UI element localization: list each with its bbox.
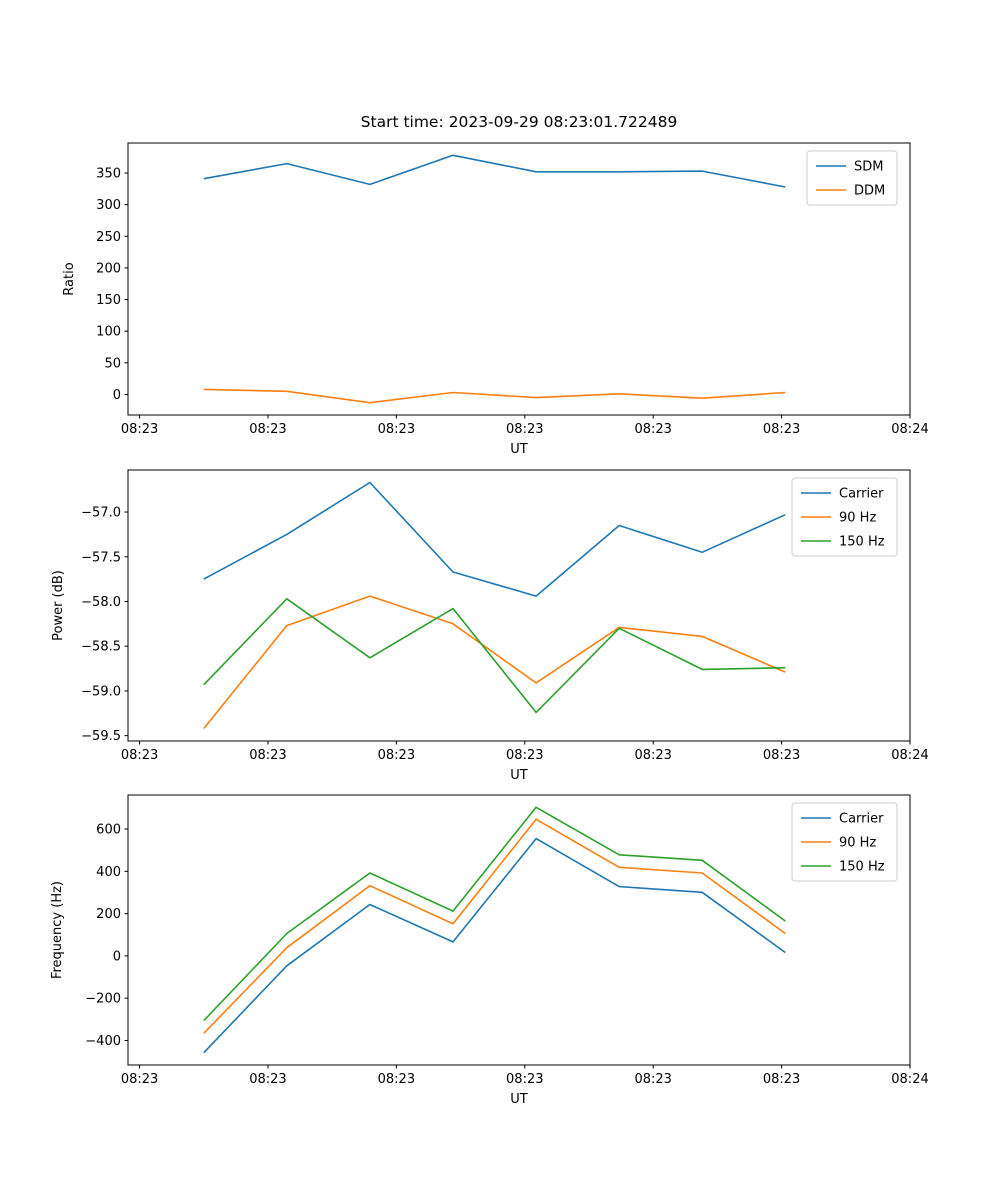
axes-frame xyxy=(127,469,911,742)
x-tick-label: 08:23 xyxy=(763,422,800,437)
x-tick-label: 08:23 xyxy=(378,1072,415,1087)
y-tick-label: 400 xyxy=(96,865,121,880)
x-tick-label: 08:23 xyxy=(121,422,158,437)
x-tick-label: 08:23 xyxy=(121,748,158,763)
legend-box xyxy=(806,150,898,206)
subplot-1: 08:23 08:23 08:23 08:23 08:23 08:23 08:24 0 50 10… xyxy=(62,142,929,457)
axes-frame xyxy=(127,142,911,416)
y-tick-label: 150 xyxy=(96,293,121,308)
x-tick-label: 08:23 xyxy=(634,748,671,763)
y-tick-label: 200 xyxy=(96,907,121,922)
y-tick-label: −57.5 xyxy=(81,550,121,565)
series-line-sdm xyxy=(203,154,786,188)
series-line-150-hz xyxy=(203,806,786,1022)
legend-label-carrier: Carrier xyxy=(839,487,884,502)
series-line-90-hz xyxy=(203,595,786,730)
x-tick-label: 08:23 xyxy=(634,422,671,437)
legend-label-90-hz: 90 Hz xyxy=(839,836,876,851)
subplot-2: 08:23 08:23 08:23 08:23 08:23 08:23 08:24 −57.0… xyxy=(51,469,929,783)
x-tick-label: 08:23 xyxy=(249,422,286,437)
y-tick-label: 200 xyxy=(96,261,121,276)
x-axis-label: UT xyxy=(510,768,528,783)
y-tick-label: 50 xyxy=(104,356,121,371)
legend-label-sdm: SDM xyxy=(854,160,883,175)
x-tick-label: 08:23 xyxy=(506,748,543,763)
x-tick-label: 08:23 xyxy=(378,748,415,763)
legend-box xyxy=(791,477,898,557)
x-tick-label: 08:23 xyxy=(378,422,415,437)
series-line-150-hz xyxy=(203,597,786,714)
y-tick-label: 350 xyxy=(96,167,121,182)
x-tick-label: 08:24 xyxy=(891,748,928,763)
y-tick-label: 300 xyxy=(96,198,121,213)
x-tick-label: 08:23 xyxy=(763,748,800,763)
legend-label-150-hz: 150 Hz xyxy=(839,535,885,550)
x-tick-label: 08:23 xyxy=(249,748,286,763)
x-tick-label: 08:23 xyxy=(506,1072,543,1087)
x-tick-label: 08:23 xyxy=(506,422,543,437)
y-tick-label: −58.0 xyxy=(81,595,121,610)
subplot-3: 08:23 08:23 08:23 08:23 08:23 08:23 08:24 −400 −… xyxy=(50,794,929,1107)
y-tick-label: −200 xyxy=(85,992,121,1007)
x-tick-label: 08:23 xyxy=(634,1072,671,1087)
legend-label-150-hz: 150 Hz xyxy=(839,860,885,875)
series-line-90-hz xyxy=(203,818,786,1034)
y-tick-label: 600 xyxy=(96,823,121,838)
legend-label-ddm: DDM xyxy=(854,184,885,199)
x-tick-label: 08:23 xyxy=(249,1072,286,1087)
y-tick-label: 100 xyxy=(96,325,121,340)
series-line-carrier xyxy=(203,481,786,597)
x-tick-label: 08:24 xyxy=(891,422,928,437)
y-tick-label: −59.0 xyxy=(81,684,121,699)
y-tick-label: −400 xyxy=(85,1034,121,1049)
y-tick-label: −58.5 xyxy=(81,640,121,655)
y-axis-label: Ratio xyxy=(62,262,77,295)
x-axis-label: UT xyxy=(510,442,528,457)
y-axis-label: Frequency (Hz) xyxy=(50,881,65,979)
y-tick-label: 0 xyxy=(113,388,121,403)
series-line-ddm xyxy=(203,388,786,404)
y-tick-label: −57.0 xyxy=(81,506,121,521)
x-tick-label: 08:23 xyxy=(121,1072,158,1087)
x-axis-label: UT xyxy=(510,1092,528,1107)
x-tick-label: 08:24 xyxy=(891,1072,928,1087)
x-tick-label: 08:23 xyxy=(763,1072,800,1087)
y-axis-label: Power (dB) xyxy=(51,570,66,641)
legend-label-carrier: Carrier xyxy=(839,812,884,827)
y-tick-label: 250 xyxy=(96,230,121,245)
legend-box xyxy=(791,802,898,882)
series-line-carrier xyxy=(203,837,786,1054)
legend-label-90-hz: 90 Hz xyxy=(839,511,876,526)
figure-title: Start time: 2023-09-29 08:23:01.722489 xyxy=(360,113,678,131)
y-tick-label: 0 xyxy=(113,949,121,964)
y-tick-label: −59.5 xyxy=(81,729,121,744)
